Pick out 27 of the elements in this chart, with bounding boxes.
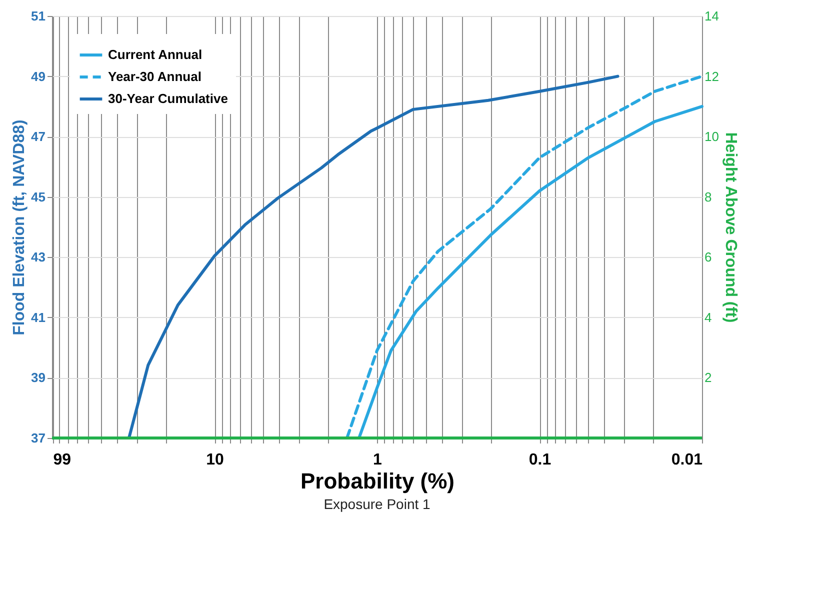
y-tick-label: 49 [31, 68, 46, 84]
y-tick-label: 45 [31, 189, 46, 204]
legend-label: 30-Year Cumulative [108, 91, 228, 106]
y-tick-label: 47 [31, 129, 46, 144]
y2-tick-label: 14 [704, 8, 719, 24]
y2-tick-label: 12 [704, 68, 719, 84]
x-tick-label: 99 [53, 452, 72, 468]
y2-tick-label: 10 [704, 129, 719, 144]
y2-axis-title: Height Above Ground (ft) [722, 132, 739, 323]
y2-tick-label: 8 [704, 189, 712, 204]
text: Exposure Point 1 [324, 496, 431, 512]
x-tick-label: 0.1 [528, 452, 552, 468]
y-tick-label: 43 [31, 250, 46, 265]
x-tick-label: 10 [206, 452, 224, 468]
y2-tick-label: 2 [704, 370, 712, 386]
x-tick-label: 0.01 [671, 452, 703, 468]
x-axis-title: Probability (%) [300, 468, 455, 494]
x-tick-label: 1 [373, 452, 382, 468]
y2-tick-label: 4 [704, 310, 712, 325]
legend-label: Year-30 Annual [108, 69, 202, 84]
y-tick-label: 39 [31, 370, 46, 386]
legend-label: Current Annual [108, 47, 202, 62]
y-tick-label: 37 [31, 430, 46, 446]
y-axis-title: Flood Elevation (ft, NAVD88) [11, 120, 28, 336]
y-tick-label: 41 [31, 310, 46, 325]
y2-tick-label: 6 [704, 250, 712, 265]
y-tick-label: 51 [31, 8, 46, 24]
